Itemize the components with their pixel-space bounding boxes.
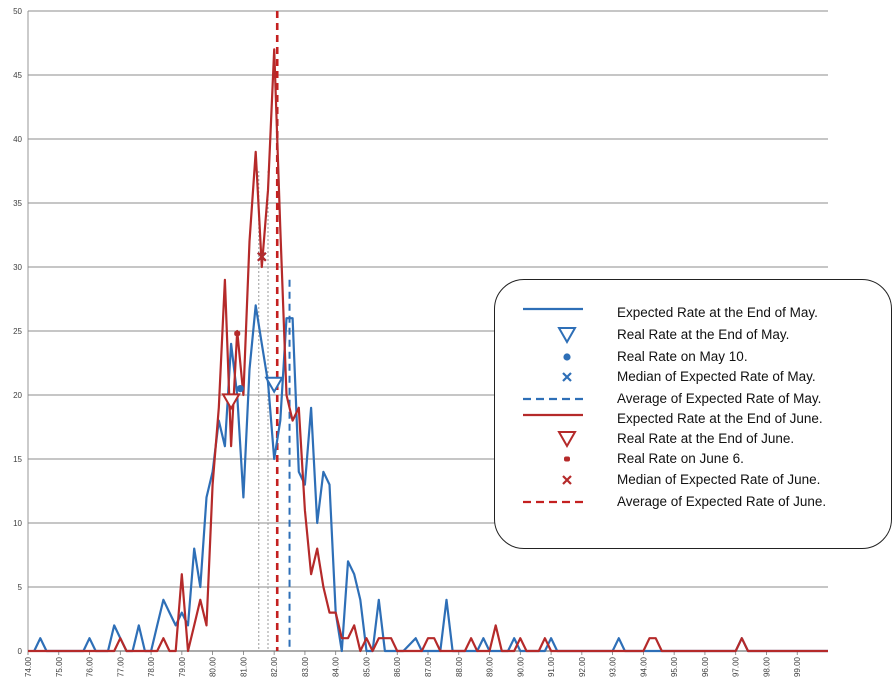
x-tick-label: 96.00 [701, 656, 710, 677]
x-tick-label: 88.00 [455, 656, 464, 677]
legend-item: Median of Expected Rate of June. [495, 470, 891, 490]
y-axis-ticks: 0 5 10 15 20 25 30 35 40 45 50 [13, 7, 22, 656]
legend-symbol [523, 413, 583, 417]
y-tick-label: 50 [13, 7, 22, 16]
y-tick-label: 15 [13, 455, 22, 464]
series-line [33, 304, 828, 653]
x-tick-label: 76.00 [86, 656, 95, 677]
y-tick-label: 10 [13, 519, 22, 528]
dot-marker [234, 331, 241, 337]
y-tick-label: 35 [13, 199, 22, 208]
legend: Expected Rate at the End of May. Real Rat… [494, 279, 892, 549]
point-markers [221, 251, 284, 411]
dot-marker [564, 456, 570, 462]
x-marker [562, 475, 572, 485]
legend-label: Real Rate on June 6. [617, 451, 744, 466]
legend-symbol [523, 397, 587, 401]
series-line [28, 48, 828, 653]
x-tick-label: 87.00 [424, 656, 433, 677]
x-tick-label: 81.00 [239, 656, 248, 677]
legend-symbol [564, 456, 570, 462]
x-tick-label: 90.00 [516, 656, 525, 677]
legend-item: Real Rate on June 6. [495, 449, 891, 469]
y-tick-label: 25 [13, 327, 22, 336]
y-tick-label: 5 [18, 583, 23, 592]
triangle-marker [221, 393, 241, 411]
x-tick-label: 75.00 [55, 656, 64, 677]
legend-item: Average of Expected Rate of May. [495, 389, 891, 409]
triangle-marker [264, 376, 284, 394]
x-tick-label: 92.00 [578, 656, 587, 677]
legend-label: Expected Rate at the End of May. [617, 305, 818, 320]
legend-symbol [562, 475, 572, 485]
legend-item: Real Rate at the End of June. [495, 429, 891, 449]
legend-label: Median of Expected Rate of June. [617, 472, 821, 487]
y-tick-label: 30 [13, 263, 22, 272]
x-tick-label: 83.00 [301, 656, 310, 677]
x-tick-label: 89.00 [486, 656, 495, 677]
legend-label: Average of Expected Rate of May. [617, 391, 822, 406]
legend-symbol [557, 431, 577, 449]
legend-item: Expected Rate at the End of June. [495, 409, 891, 429]
legend-item: Average of Expected Rate of June. [495, 492, 891, 512]
legend-label: Expected Rate at the End of June. [617, 411, 823, 426]
y-tick-label: 20 [13, 391, 22, 400]
x-tick-label: 84.00 [332, 656, 341, 677]
x-tick-label: 82.00 [270, 656, 279, 677]
legend-symbol [523, 500, 587, 504]
x-tick-label: 80.00 [209, 656, 218, 677]
x-tick-label: 93.00 [609, 656, 618, 677]
x-tick-label: 74.00 [24, 656, 33, 677]
x-tick-label: 85.00 [362, 656, 371, 677]
average-lines [258, 11, 291, 651]
x-tick-label: 86.00 [393, 656, 402, 677]
triangle-marker [557, 431, 577, 449]
x-tick-label: 78.00 [147, 656, 156, 677]
legend-label: Real Rate at the End of May. [617, 327, 790, 342]
legend-symbol [557, 327, 577, 345]
legend-label: Median of Expected Rate of May. [617, 369, 816, 384]
x-tick-label: 79.00 [178, 656, 187, 677]
y-tick-label: 45 [13, 71, 22, 80]
x-tick-label: 97.00 [732, 656, 741, 677]
legend-item: Median of Expected Rate of May. [495, 367, 891, 387]
gridlines [27, 10, 828, 652]
legend-symbol [523, 307, 583, 311]
legend-symbol [562, 372, 572, 382]
y-tick-label: 40 [13, 135, 22, 144]
x-marker [562, 372, 572, 382]
x-tick-label: 91.00 [547, 656, 556, 677]
x-axis-ticks: 74.00 75.00 76.00 77.00 78.00 79.00 80.00 81.00… [24, 651, 802, 677]
legend-label: Real Rate at the End of June. [617, 431, 795, 446]
dot-marker [236, 385, 244, 393]
legend-label: Real Rate on May 10. [617, 349, 748, 364]
series-lines [28, 48, 828, 653]
x-marker [257, 251, 267, 262]
triangle-marker [557, 327, 577, 345]
legend-item: Real Rate at the End of May. [495, 325, 891, 345]
x-tick-label: 98.00 [762, 656, 771, 677]
dot-marker [563, 353, 571, 361]
x-tick-label: 99.00 [793, 656, 802, 677]
legend-item: Real Rate on May 10. [495, 347, 891, 367]
legend-symbol [563, 353, 571, 361]
x-tick-label: 94.00 [639, 656, 648, 677]
legend-label: Average of Expected Rate of June. [617, 494, 827, 509]
x-tick-label: 77.00 [116, 656, 125, 677]
y-tick-label: 0 [18, 647, 23, 656]
x-tick-label: 95.00 [670, 656, 679, 677]
legend-item: Expected Rate at the End of May. [495, 303, 891, 323]
